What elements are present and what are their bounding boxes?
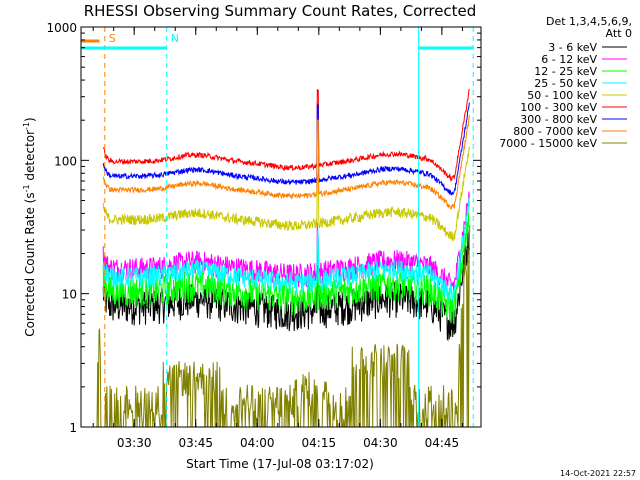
y-axis-label-sup-1: -1	[22, 184, 31, 192]
legend-label-1: 6 - 12 keV	[541, 53, 597, 66]
y-axis: 1 10 100 1000	[46, 21, 481, 435]
y-axis-label-end: )	[23, 117, 37, 122]
x-tick-label-1: 03:45	[178, 436, 213, 450]
x-axis-label: Start Time (17-Jul-08 03:17:02)	[186, 457, 374, 471]
y-tick-label-1: 10	[62, 288, 77, 302]
series-300800kev-line	[102, 102, 470, 196]
legend-label-6: 300 - 800 keV	[520, 113, 597, 126]
x-tick-label-4: 04:30	[363, 436, 398, 450]
legend-label-3: 25 - 50 keV	[534, 77, 597, 90]
y-axis-label-mid: detector	[23, 130, 37, 185]
x-tick-label-0: 03:30	[117, 436, 152, 450]
y-tick-label-2: 100	[54, 154, 77, 168]
x-tick-label-2: 04:00	[240, 436, 275, 450]
y-tick-label-0: 1	[69, 421, 77, 435]
legend-header-line-2: Att 0	[606, 27, 632, 40]
plot-frame	[80, 26, 482, 428]
legend-label-4: 50 - 100 keV	[527, 89, 597, 102]
series-1225kev-line	[102, 212, 470, 325]
y-axis-label: Corrected Count Rate (s-1 detector-1)	[22, 117, 37, 336]
marker-label-s: S	[109, 32, 116, 45]
series-8007000kev-line	[102, 114, 470, 210]
y-axis-label-sup-2: -1	[22, 122, 31, 130]
series-2550kev-line	[102, 197, 470, 303]
x-tick-label-5: 04:45	[425, 436, 460, 450]
series-50100kev-line	[102, 146, 470, 243]
series-100300kev-line	[102, 88, 470, 182]
chart-title: RHESSI Observing Summary Count Rates, Co…	[84, 2, 477, 20]
legend-label-2: 12 - 25 keV	[534, 65, 597, 78]
x-tick-label-3: 04:15	[302, 436, 337, 450]
legend-header-line-1: Det 1,3,4,5,6,9,	[546, 15, 632, 28]
footer-timestamp: 14-Oct-2021 22:57	[560, 469, 636, 478]
legend-label-7: 800 - 7000 keV	[513, 125, 597, 138]
x-axis: 03:30 03:45 04:00 04:15 04:30 04:45	[92, 27, 463, 450]
legend-label-0: 3 - 6 keV	[548, 41, 597, 54]
y-tick-label-3: 1000	[46, 21, 77, 35]
legend-label-8: 7000 - 15000 keV	[499, 137, 597, 150]
legend-label-5: 100 - 300 keV	[520, 101, 597, 114]
y-axis-label-main: Corrected Count Rate (s	[23, 192, 37, 336]
marker-label-n: N	[171, 32, 179, 45]
